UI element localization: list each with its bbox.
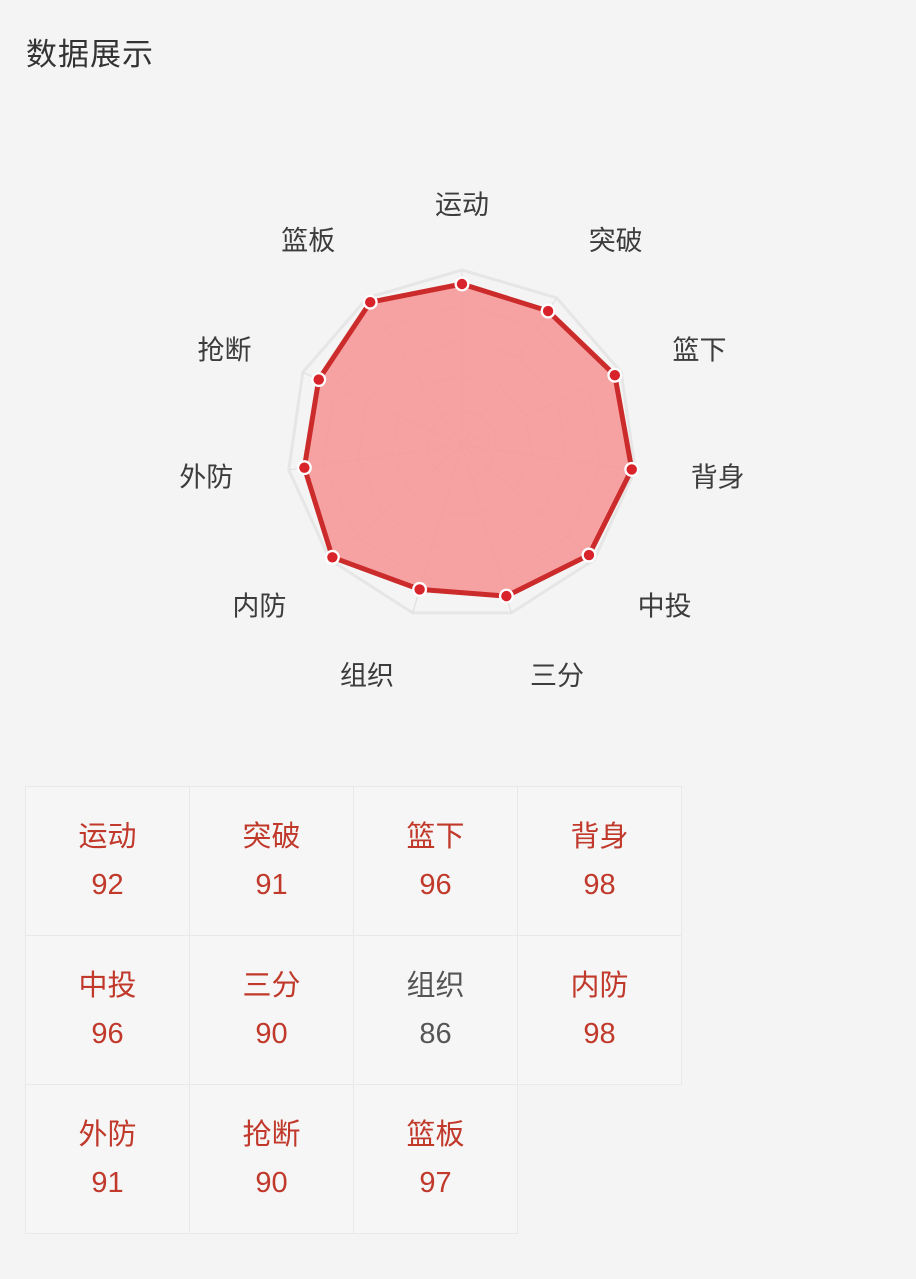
stat-value: 96 bbox=[419, 869, 452, 901]
stat-name: 外防 bbox=[78, 1119, 137, 1151]
stat-value: 97 bbox=[419, 1167, 452, 1199]
table-cell-外防[interactable]: 外防 91 bbox=[25, 1084, 190, 1234]
stat-value: 90 bbox=[255, 1167, 288, 1199]
radar-point-内防[interactable] bbox=[327, 552, 338, 563]
table-cell-中投[interactable]: 中投 96 bbox=[25, 935, 190, 1085]
radar-axis-label-外防: 外防 bbox=[179, 462, 233, 492]
table-cell-抢断[interactable]: 抢断 90 bbox=[189, 1084, 354, 1234]
stat-value: 90 bbox=[255, 1018, 288, 1050]
table-row: 中投 96 三分 90 组织 86 内防 98 bbox=[25, 935, 682, 1085]
stat-name: 抢断 bbox=[242, 1119, 301, 1151]
radar-chart-container: 运动突破篮下背身中投三分 组织 内防 外防 抢断 篮板 bbox=[0, 100, 916, 760]
stat-value: 91 bbox=[91, 1167, 124, 1199]
stat-name: 三分 bbox=[242, 970, 301, 1002]
radar-point-中投[interactable] bbox=[583, 549, 595, 561]
page-title: 数据展示 bbox=[26, 37, 154, 72]
table-cell-突破[interactable]: 突破 91 bbox=[189, 786, 354, 936]
stat-value: 91 bbox=[255, 869, 288, 901]
table-cell-篮板[interactable]: 篮板 97 bbox=[353, 1084, 518, 1234]
table-row: 运动 92 突破 91 篮下 96 背身 98 bbox=[25, 786, 682, 936]
radar-axis-label-内防: 内防 bbox=[232, 592, 286, 622]
radar-point-三分[interactable] bbox=[501, 590, 512, 602]
stat-name: 运动 bbox=[78, 821, 137, 853]
radar-axis-label-运动: 运动 bbox=[435, 190, 489, 220]
table-cell-内防[interactable]: 内防 98 bbox=[517, 935, 682, 1085]
stat-name: 篮板 bbox=[406, 1119, 465, 1151]
radar-point-突破[interactable] bbox=[542, 305, 554, 317]
table-cell-篮下[interactable]: 篮下 96 bbox=[353, 786, 518, 936]
radar-series-area bbox=[304, 284, 632, 597]
radar-point-运动[interactable] bbox=[456, 278, 468, 290]
table-cell-运动[interactable]: 运动 92 bbox=[25, 786, 190, 936]
stats-table-body: 运动 92 突破 91 篮下 96 背身 98 中投 96 三分 90 组织 86 内防 98 外防 91 抢断 90… bbox=[25, 786, 682, 1234]
stat-value: 98 bbox=[583, 869, 616, 901]
radar-ring bbox=[287, 268, 637, 615]
radar-point-外防[interactable] bbox=[299, 462, 310, 473]
stat-value: 92 bbox=[91, 869, 124, 901]
radar-point-组织[interactable] bbox=[414, 584, 425, 595]
radar-point-抢断[interactable] bbox=[313, 374, 324, 385]
radar-series-line bbox=[301, 281, 635, 599]
radar-point-篮下[interactable] bbox=[609, 370, 621, 381]
stat-value: 86 bbox=[419, 1018, 452, 1050]
table-row: 外防 91 抢断 90 篮板 97 bbox=[25, 1084, 682, 1234]
table-cell-empty bbox=[518, 1085, 682, 1234]
radar-axis-label-中投: 中投 bbox=[638, 592, 692, 622]
table-cell-背身[interactable]: 背身 98 bbox=[517, 786, 682, 936]
radar-axis-label-篮下: 篮下 bbox=[673, 336, 727, 366]
radar-axis-label-组织: 组织 bbox=[340, 661, 394, 691]
stat-name: 组织 bbox=[406, 970, 465, 1002]
stat-name: 突破 bbox=[242, 821, 301, 853]
table-cell-组织[interactable]: 组织 86 bbox=[353, 935, 518, 1085]
table-cell-三分[interactable]: 三分 90 bbox=[189, 935, 354, 1085]
stat-name: 中投 bbox=[78, 970, 137, 1002]
stat-name: 内防 bbox=[570, 970, 629, 1002]
radar-point-篮板[interactable] bbox=[365, 297, 376, 308]
stat-value: 96 bbox=[91, 1018, 124, 1050]
radar-axis-label-篮板: 篮板 bbox=[281, 226, 335, 256]
stat-name: 背身 bbox=[570, 821, 629, 853]
radar-axis-label-突破: 突破 bbox=[589, 226, 643, 256]
radar-axis-label-背身: 背身 bbox=[691, 462, 745, 492]
stats-table: 运动 92 突破 91 篮下 96 背身 98 中投 96 三分 90 组织 86 内防 98 外防 91 抢断 90… bbox=[25, 786, 682, 1234]
radar-axis-label-抢断: 抢断 bbox=[198, 336, 252, 366]
radar-axis-label-三分: 三分 bbox=[530, 661, 584, 691]
radar-series-points bbox=[296, 276, 640, 604]
radar-point-背身[interactable] bbox=[626, 464, 637, 475]
stat-value: 98 bbox=[583, 1018, 616, 1050]
stat-name: 篮下 bbox=[406, 821, 465, 853]
